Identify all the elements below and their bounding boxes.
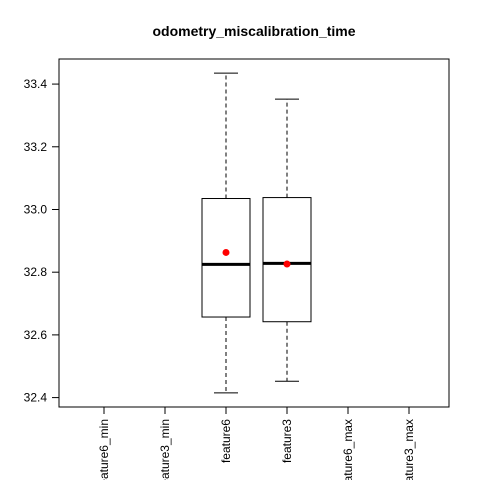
- x-tick-label: feature6: [219, 419, 233, 463]
- x-axis: feature6_min feature3_min feature6 feature3…: [97, 406, 416, 480]
- x-tick-label: feature3_min: [158, 419, 172, 480]
- box-series: [201, 72, 312, 394]
- y-tick-label: 32.8: [24, 265, 48, 279]
- x-tick-label: feature3_max: [402, 419, 416, 480]
- mean-point: [283, 260, 291, 268]
- y-tick-label: 32.4: [24, 391, 48, 405]
- y-tick-label: 33.2: [24, 140, 48, 154]
- mean-point: [222, 248, 230, 256]
- box-iqr: [262, 197, 312, 323]
- y-tick-label: 33.0: [24, 202, 48, 216]
- y-tick-label: 33.4: [24, 77, 48, 91]
- box-feature3: [262, 98, 312, 382]
- chart-title: odometry_miscalibration_time: [152, 23, 355, 39]
- box-iqr: [201, 198, 251, 318]
- y-tick-label: 32.6: [24, 328, 48, 342]
- x-tick-label: feature6_max: [341, 419, 355, 480]
- y-axis: 32.4 32.6 32.8 33.0 33.2 33.4: [24, 77, 60, 405]
- box-feature6: [201, 72, 251, 394]
- x-tick-label: feature6_min: [97, 419, 111, 480]
- plot-frame: [58, 58, 450, 408]
- x-tick-label: feature3: [280, 419, 294, 463]
